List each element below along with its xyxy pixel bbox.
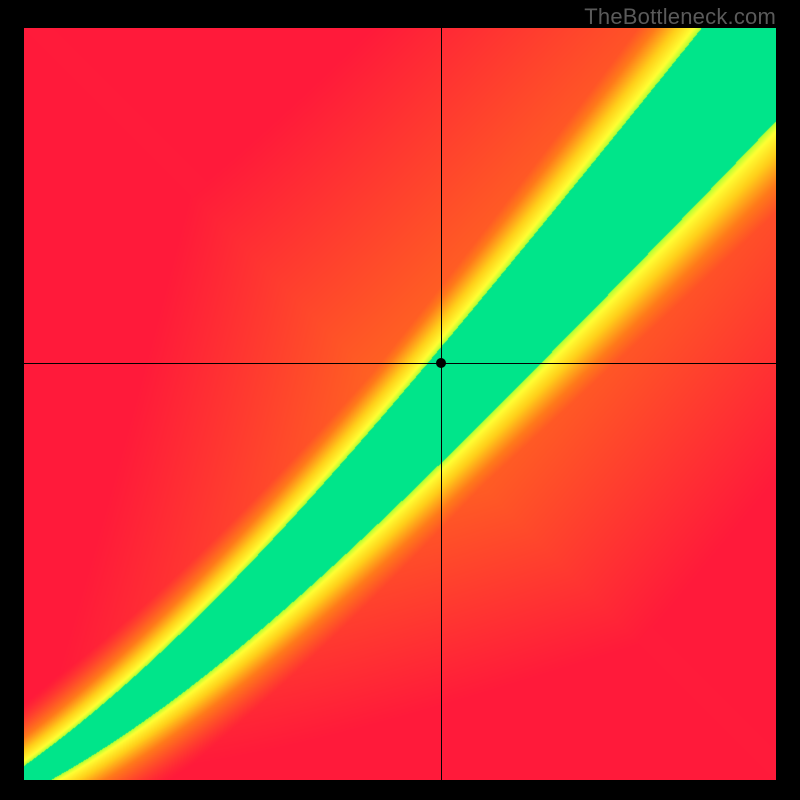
selection-marker[interactable] xyxy=(436,358,446,368)
watermark-text: TheBottleneck.com xyxy=(584,4,776,30)
chart-frame: TheBottleneck.com xyxy=(0,0,800,800)
crosshair-horizontal xyxy=(24,363,776,364)
plot-area xyxy=(24,28,776,780)
crosshair-vertical xyxy=(441,28,442,780)
bottleneck-heatmap xyxy=(24,28,776,780)
